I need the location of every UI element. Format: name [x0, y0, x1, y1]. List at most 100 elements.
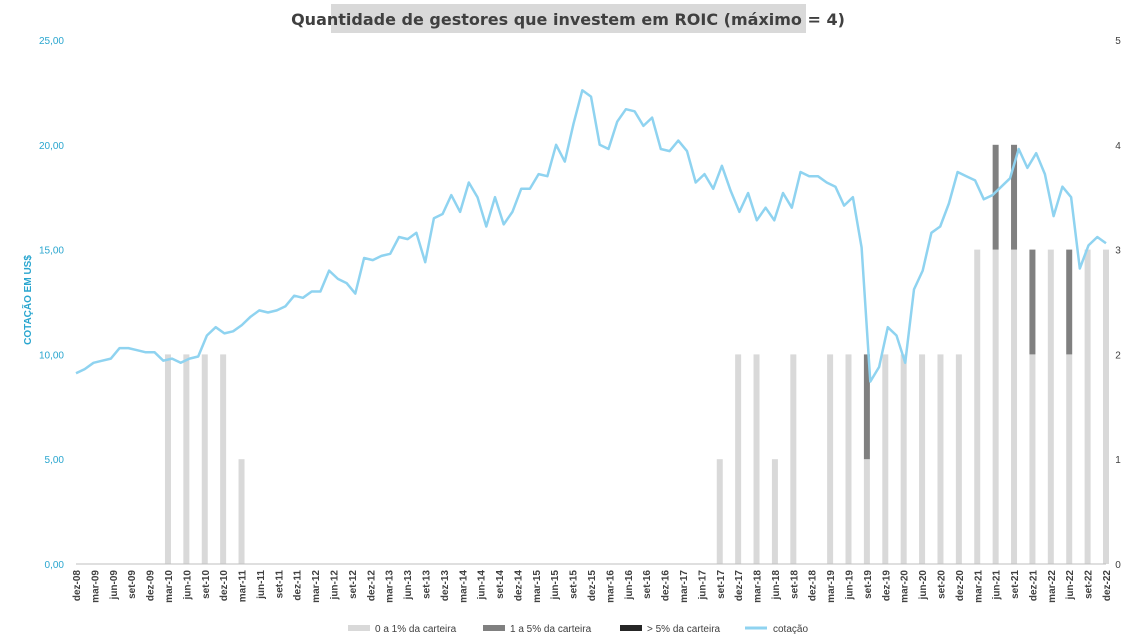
bar-0-a-1	[900, 354, 907, 564]
bar-1-a-5	[1011, 144, 1018, 250]
bar-0-a-1	[183, 354, 190, 564]
right-tick-label: 2	[1115, 350, 1121, 361]
x-tick-label: dez-09	[146, 570, 157, 602]
bar-1-a-5	[1066, 249, 1073, 355]
x-tick-label: jun-17	[697, 570, 708, 601]
x-tick-label: mar-10	[164, 570, 175, 603]
chart-title-box	[331, 4, 806, 33]
x-tick-label: jun-12	[330, 570, 341, 601]
x-tick-label: jun-13	[403, 570, 414, 601]
bar-0-a-1	[955, 354, 962, 564]
bar-1-a-5	[1029, 249, 1036, 355]
left-tick-label: 10,00	[39, 350, 64, 361]
x-tick-label: jun-15	[550, 570, 561, 601]
x-tick-label: jun-09	[109, 570, 120, 601]
x-tick-label: dez-12	[366, 570, 377, 602]
left-tick-label: 25,00	[39, 36, 64, 47]
legend-swatch-s5plus	[620, 625, 642, 631]
right-tick-label: 3	[1115, 246, 1121, 257]
bar-0-a-1	[974, 249, 981, 564]
bar-0-a-1	[937, 354, 944, 564]
x-tick-label: dez-15	[587, 570, 598, 602]
x-tick-label: mar-13	[385, 570, 396, 603]
legend-item-s5plus: > 5% da carteira	[620, 624, 721, 635]
bar-0-a-1	[845, 354, 852, 564]
x-tick-label: dez-13	[440, 570, 451, 602]
bar-0-a-1	[882, 354, 889, 564]
x-tick-label: dez-21	[1028, 570, 1039, 602]
bar-0-a-1	[790, 354, 797, 564]
x-tick-label: jun-21	[992, 570, 1003, 601]
x-tick-label: set-14	[495, 570, 506, 599]
x-tick-label: mar-15	[532, 570, 543, 603]
x-tick-label: dez-14	[513, 570, 524, 602]
x-tick-label: mar-11	[238, 570, 249, 603]
x-tick-label: set-12	[348, 570, 359, 599]
x-tick-label: dez-11	[293, 570, 304, 601]
x-tick-label: jun-22	[1065, 570, 1076, 601]
bar-0-a-1	[164, 354, 171, 564]
x-tick-label: set-13	[421, 570, 432, 599]
x-tick-label: set-19	[863, 570, 874, 599]
x-tick-label: set-21	[1010, 570, 1021, 599]
bars	[164, 144, 1109, 564]
left-tick-label: 0,00	[45, 560, 65, 571]
legend: 0 a 1% da carteira 1 a 5% da carteira > …	[348, 624, 808, 635]
x-tick-label: dez-16	[661, 570, 672, 602]
bar-0-a-1	[238, 459, 245, 564]
legend-swatch-s1a5	[483, 625, 505, 631]
x-tick-label: set-16	[642, 570, 653, 599]
bar-0-a-1	[1029, 354, 1036, 564]
legend-swatch-s0a1	[348, 625, 370, 631]
price-line	[75, 89, 1107, 383]
x-tick-label: jun-19	[845, 570, 856, 601]
x-tick-label: set-18	[789, 570, 800, 599]
bar-0-a-1	[1084, 249, 1091, 564]
x-tick-label: set-15	[569, 570, 580, 599]
x-tick-label: mar-16	[605, 570, 616, 603]
price-series-line	[75, 89, 1107, 383]
x-tick-label: mar-20	[900, 570, 911, 603]
x-tick-label: jun-18	[771, 570, 782, 601]
bar-0-a-1	[1047, 249, 1054, 564]
legend-label-s0a1: 0 a 1% da carteira	[375, 624, 457, 635]
x-tick-label: dez-10	[219, 570, 230, 602]
bar-0-a-1	[863, 459, 870, 564]
bar-0-a-1	[753, 354, 760, 564]
x-tick-label: mar-17	[679, 570, 690, 603]
bar-0-a-1	[1066, 354, 1073, 564]
legend-label-cotacao: cotação	[773, 624, 808, 635]
bar-0-a-1	[716, 459, 723, 564]
bar-0-a-1	[771, 459, 778, 564]
x-tick-label: set-20	[936, 570, 947, 599]
x-tick-label: mar-12	[311, 570, 322, 603]
bar-1-a-5	[992, 144, 999, 250]
right-tick-label: 4	[1115, 141, 1121, 152]
legend-label-s1a5: 1 a 5% da carteira	[510, 624, 592, 635]
left-axis-ticks: 25,00 20,00 15,00 10,00 5,00 0,00	[39, 36, 64, 571]
x-tick-label: jun-11	[256, 570, 267, 600]
legend-item-cotacao: cotação	[745, 624, 808, 635]
x-tick-label: set-22	[1084, 570, 1095, 599]
left-tick-label: 5,00	[45, 455, 65, 466]
x-tick-label: mar-19	[826, 570, 837, 603]
x-tick-label: dez-18	[808, 570, 819, 602]
x-tick-label: mar-14	[458, 570, 469, 603]
x-tick-label: dez-19	[881, 570, 892, 602]
x-tick-label: mar-21	[973, 570, 984, 603]
x-tick-label: jun-16	[624, 570, 635, 601]
bar-0-a-1	[735, 354, 742, 564]
legend-label-s5plus: > 5% da carteira	[647, 624, 721, 635]
x-tick-label: mar-09	[90, 570, 101, 603]
bar-0-a-1	[1011, 249, 1018, 564]
right-tick-label: 0	[1115, 560, 1121, 571]
x-tick-label: jun-20	[918, 570, 929, 601]
x-tick-label: mar-18	[753, 570, 764, 603]
right-tick-label: 1	[1115, 455, 1121, 466]
x-tick-label: set-10	[201, 570, 212, 599]
bar-0-a-1	[220, 354, 227, 564]
bar-0-a-1	[1103, 249, 1109, 564]
x-tick-label: dez-08	[72, 570, 83, 602]
x-tick-label: dez-17	[734, 570, 745, 602]
